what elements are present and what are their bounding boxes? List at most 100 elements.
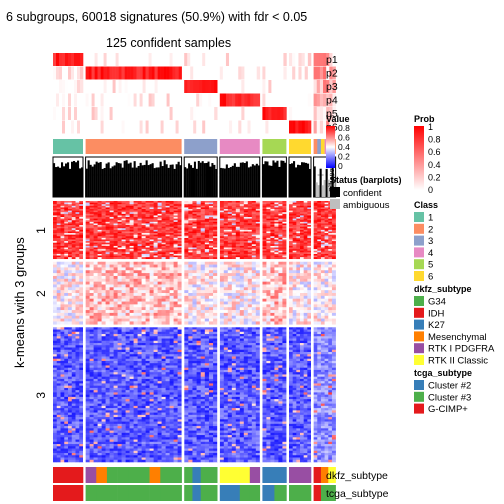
heatmap-cell [303, 290, 308, 294]
heatmap-cell [247, 205, 253, 208]
prob-cell [154, 80, 158, 93]
heatmap-cell [213, 205, 218, 208]
heatmap-cell [192, 264, 197, 268]
heatmap-cell [243, 255, 249, 258]
heatmap-cell [196, 245, 201, 248]
heatmap-cell [292, 231, 297, 234]
prob-cell [166, 66, 170, 80]
heatmap-cell [109, 293, 114, 297]
heatmap-cell [177, 229, 182, 232]
heatmap-cell [317, 236, 322, 239]
heatmap-cell [223, 270, 229, 274]
heatmap-cell [68, 223, 73, 226]
heatmap-cell [278, 226, 283, 229]
heatmap-cell [317, 244, 322, 247]
heatmap-cell [75, 376, 80, 380]
heatmap-cell [196, 284, 201, 288]
heatmap-cell [213, 264, 218, 268]
heatmap-cell [64, 315, 69, 319]
heatmap-cell [109, 201, 114, 203]
heatmap-cell [270, 253, 275, 256]
heatmap-cell [307, 255, 312, 258]
heatmap-cell [153, 298, 158, 302]
heatmap-cell [157, 231, 162, 234]
heatmap-cell [145, 236, 150, 239]
heatmap-cell [307, 267, 312, 271]
heatmap-cell [121, 312, 126, 317]
heatmap-cell [68, 201, 73, 203]
prob-cell [265, 93, 269, 107]
heatmap-cell [270, 273, 275, 277]
heatmap-cell [79, 281, 84, 285]
heatmap-cell [141, 310, 146, 314]
heatmap-cell [219, 267, 225, 271]
heatmap-cell [213, 234, 218, 237]
heatmap-cell [56, 392, 61, 395]
heatmap-cell [223, 225, 229, 227]
heatmap-cell [196, 205, 201, 208]
heatmap-cell [53, 417, 58, 420]
heatmap-cell [153, 250, 158, 253]
heatmap-cell [125, 245, 130, 248]
heatmap-cell [157, 298, 162, 302]
heatmap-cell [71, 403, 76, 407]
heatmap-cell [109, 204, 114, 207]
heatmap-cell [270, 218, 275, 221]
prob-cell [80, 53, 84, 66]
prob-cell [196, 53, 200, 66]
heatmap-cell [173, 205, 178, 208]
heatmap-cell [274, 204, 279, 207]
heatmap-cell [289, 228, 293, 231]
heatmap-cell [71, 356, 76, 360]
heatmap-cell [177, 226, 182, 229]
heatmap-cell [313, 204, 318, 207]
heatmap-cell [153, 241, 158, 243]
heatmap-cell [125, 247, 130, 250]
silhouette-bar [272, 160, 275, 197]
heatmap-cell [247, 212, 253, 215]
heatmap-cell [317, 315, 322, 319]
heatmap-cell [223, 287, 229, 291]
heatmap-cell [64, 290, 69, 294]
heatmap-cell [331, 226, 336, 229]
heatmap-cell [153, 252, 158, 255]
silhouette-bar [293, 161, 296, 197]
prob-cell [68, 53, 72, 66]
heatmap-cell [53, 331, 58, 335]
prob-cell [142, 107, 146, 120]
heatmap-cell [282, 209, 287, 211]
heatmap-cell [173, 252, 178, 255]
heatmap-cell [231, 207, 237, 210]
heatmap-cell [93, 264, 98, 268]
prob-cell [187, 66, 191, 80]
heatmap-cell [239, 318, 245, 322]
heatmap-cell [324, 253, 329, 256]
heatmap-cell [274, 226, 279, 229]
heatmap-cell [219, 228, 225, 231]
heatmap-cell [300, 255, 304, 258]
heatmap-cell [247, 202, 253, 205]
heatmap-cell [313, 301, 318, 305]
heatmap-cell [137, 249, 142, 252]
heatmap-cell [196, 273, 201, 277]
heatmap-cell [117, 270, 122, 274]
prob-cell [160, 120, 164, 134]
prob-cell [232, 120, 236, 134]
heatmap-cell [161, 217, 166, 219]
heatmap-cell [278, 220, 283, 223]
heatmap-cell [282, 242, 287, 245]
heatmap-cell [56, 414, 61, 418]
heatmap-cell [313, 228, 318, 231]
heatmap-cell [125, 229, 130, 232]
heatmap-cell [53, 399, 58, 402]
heatmap-cell [125, 304, 130, 308]
heatmap-cell [64, 345, 69, 348]
heatmap-cell [71, 367, 76, 371]
heatmap-cell [227, 231, 233, 234]
prob-cell [250, 66, 254, 80]
heatmap-cell [328, 304, 333, 308]
heatmap-cell [208, 226, 214, 229]
heatmap-cell [243, 204, 249, 207]
heatmap-cell [75, 381, 80, 384]
heatmap-cell [300, 223, 304, 226]
